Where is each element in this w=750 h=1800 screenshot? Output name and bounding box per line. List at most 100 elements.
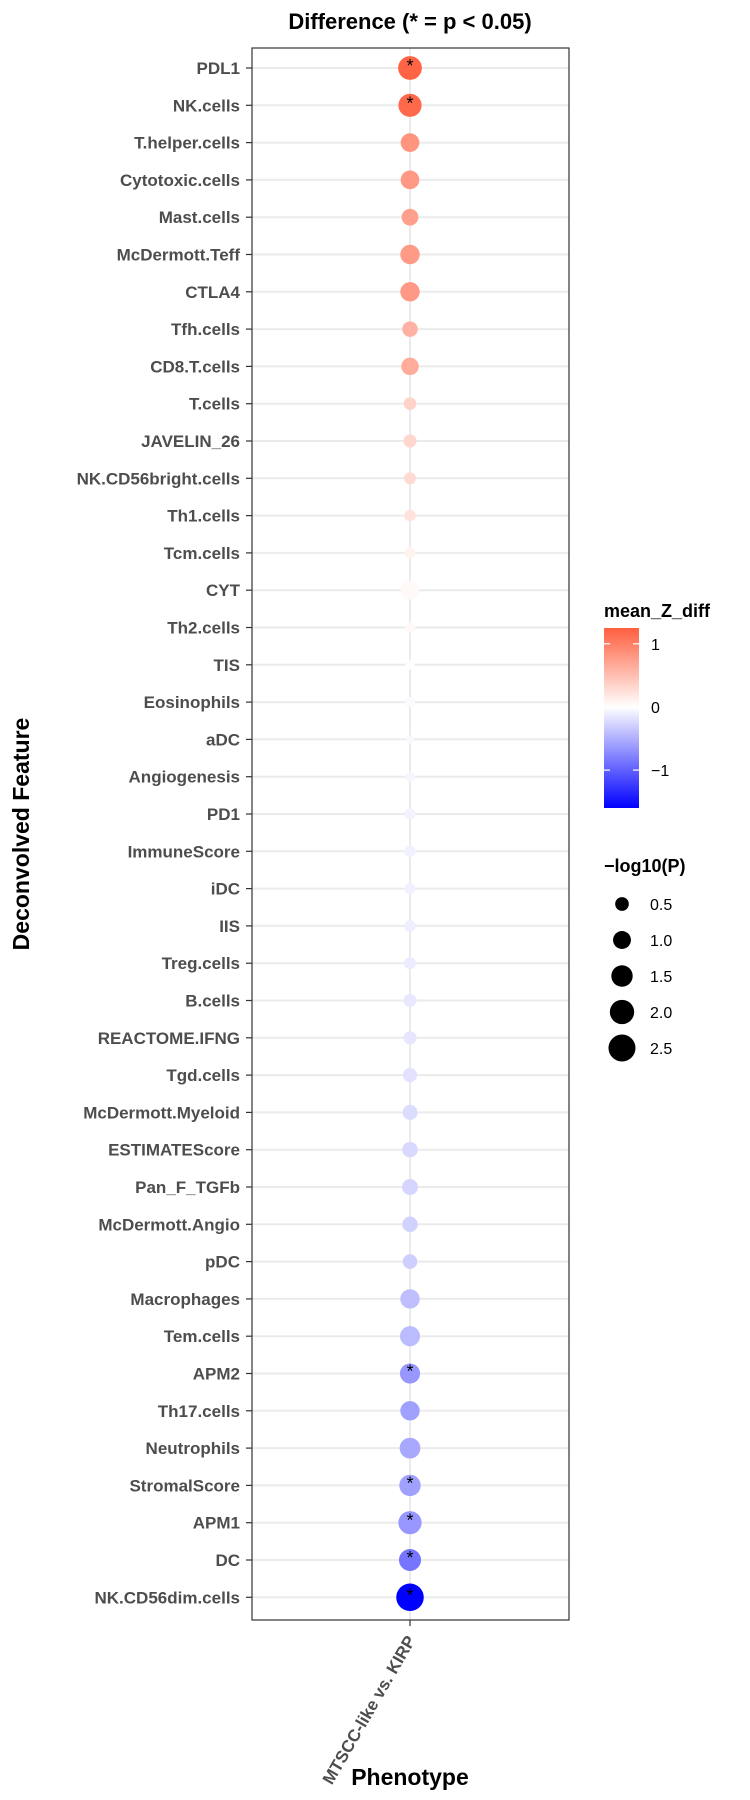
point-t-cells	[403, 397, 417, 411]
y-label-pdc: pDC	[205, 1253, 240, 1272]
y-label-pdl1: PDL1	[197, 59, 240, 78]
point-pan-f-tgfb	[402, 1179, 418, 1195]
y-label-th1-cells: Th1.cells	[167, 507, 240, 526]
y-label-mcdermott-angio: McDermott.Angio	[98, 1215, 240, 1234]
color-legend-bar	[604, 628, 639, 808]
point-immunescore	[404, 845, 416, 858]
point-mast-cells	[401, 208, 419, 226]
y-label-apm2: APM2	[193, 1365, 240, 1384]
point-nk-cells	[398, 93, 422, 117]
point-b-cells	[403, 993, 417, 1008]
y-label-angiogenesis: Angiogenesis	[129, 768, 240, 787]
size-legend-dot-1	[613, 931, 631, 949]
y-label-dc: DC	[215, 1551, 240, 1570]
y-label-t-helper-cells: T.helper.cells	[134, 134, 240, 153]
y-label-idc: iDC	[211, 880, 240, 899]
star-dc: *	[406, 1548, 413, 1568]
point-tem-cells	[399, 1326, 421, 1347]
y-label-tis: TIS	[214, 656, 240, 675]
y-label-t-cells: T.cells	[189, 395, 240, 414]
y-label-mast-cells: Mast.cells	[159, 208, 240, 227]
y-label-cytotoxic-cells: Cytotoxic.cells	[120, 171, 240, 190]
star-nk-cells: *	[406, 93, 413, 113]
y-label-tfh-cells: Tfh.cells	[171, 320, 240, 339]
point-mcdermott-teff	[400, 244, 420, 265]
point-javelin-26	[403, 434, 417, 448]
point-tgd-cells	[402, 1068, 418, 1083]
y-label-nk-cd56dim-cells: NK.CD56dim.cells	[95, 1588, 241, 1607]
y-label-nk-cd56bright-cells: NK.CD56bright.cells	[77, 469, 240, 488]
point-th1-cells	[404, 509, 416, 522]
significance-stars: * * * * * * *	[406, 56, 413, 1605]
point-pd1	[404, 808, 416, 820]
y-ticks	[246, 67, 252, 1598]
y-axis-title: Deconvolved Feature	[8, 718, 34, 951]
point-tfh-cells	[402, 321, 418, 337]
y-label-tem-cells: Tem.cells	[164, 1327, 240, 1346]
y-label-treg-cells: Treg.cells	[162, 954, 240, 973]
y-label-macrophages: Macrophages	[130, 1290, 240, 1309]
point-mcdermott-myeloid	[402, 1104, 418, 1120]
y-label-reactome-ifng: REACTOME.IFNG	[98, 1029, 240, 1048]
chart-title: Difference (* = p < 0.05)	[288, 9, 531, 34]
point-cyt	[400, 580, 420, 600]
x-axis-title: Phenotype	[351, 1764, 469, 1790]
y-label-iis: IIS	[219, 917, 240, 936]
point-th2-cells	[404, 622, 416, 633]
size-legend-title: −log10(P)	[604, 856, 686, 876]
point-angiogenesis	[405, 771, 415, 782]
point-idc	[404, 883, 416, 895]
y-label-adc: aDC	[206, 730, 240, 749]
point-cd8-t-cells	[401, 357, 419, 376]
size-legend-dot-0	[615, 897, 629, 911]
y-label-tcm-cells: Tcm.cells	[164, 544, 240, 563]
y-label-pd1: PD1	[207, 805, 240, 824]
point-dc	[398, 1548, 422, 1572]
y-label-javelin-26: JAVELIN_26	[141, 432, 240, 451]
color-tick-label-0: 1	[651, 637, 660, 654]
y-label-mcdermott-teff: McDermott.Teff	[117, 246, 241, 265]
y-label-cyt: CYT	[206, 581, 241, 600]
point-apm1	[398, 1511, 422, 1535]
point-mcdermott-angio	[402, 1216, 418, 1233]
y-label-pan-f-tgfb: Pan_F_TGFb	[135, 1178, 240, 1197]
point-cytotoxic-cells	[400, 170, 420, 190]
point-pdc	[402, 1254, 418, 1269]
data-points	[396, 56, 424, 1612]
point-adc	[406, 735, 414, 744]
color-tick-label-2: −1	[651, 763, 669, 780]
y-label-stromalscore: StromalScore	[129, 1476, 240, 1495]
color-legend-title: mean_Z_diff	[604, 601, 711, 621]
size-legend-label-1: 1.0	[650, 933, 672, 950]
color-tick-label-1: 0	[651, 700, 660, 717]
size-legend-label-4: 2.5	[650, 1041, 672, 1058]
star-apm2: *	[406, 1362, 413, 1382]
point-apm2	[399, 1363, 421, 1384]
point-tis	[405, 660, 415, 670]
point-nk-cd56dim-cells	[396, 1583, 424, 1612]
point-t-helper-cells	[400, 133, 420, 152]
size-legend-label-3: 2.0	[650, 1005, 672, 1022]
y-label-eosinophils: Eosinophils	[144, 693, 240, 712]
size-legend-label-0: 0.5	[650, 897, 672, 914]
color-legend-ticks: 1 0 −1	[604, 637, 669, 780]
point-nk-cd56bright-cells	[403, 472, 417, 485]
y-label-mcdermott-myeloid: McDermott.Myeloid	[83, 1103, 240, 1122]
y-label-immunescore: ImmuneScore	[128, 842, 240, 861]
point-macrophages	[400, 1289, 420, 1309]
point-stromalscore	[399, 1474, 421, 1497]
point-iis	[404, 920, 416, 932]
y-label-th17-cells: Th17.cells	[158, 1402, 240, 1421]
y-label-estimatescore: ESTIMATEScore	[108, 1141, 240, 1160]
point-reactome-ifng	[403, 1031, 417, 1045]
y-label-tgd-cells: Tgd.cells	[166, 1066, 240, 1085]
star-stromalscore: *	[406, 1473, 413, 1493]
star-pdl1: *	[406, 56, 413, 76]
size-legend-dot-4	[608, 1034, 636, 1062]
star-nk-cd56dim-cells: *	[406, 1585, 413, 1605]
y-label-cd8-t-cells: CD8.T.cells	[150, 357, 240, 376]
size-legend-dot-3	[609, 999, 635, 1025]
point-neutrophils	[399, 1437, 421, 1459]
star-apm1: *	[406, 1511, 413, 1531]
